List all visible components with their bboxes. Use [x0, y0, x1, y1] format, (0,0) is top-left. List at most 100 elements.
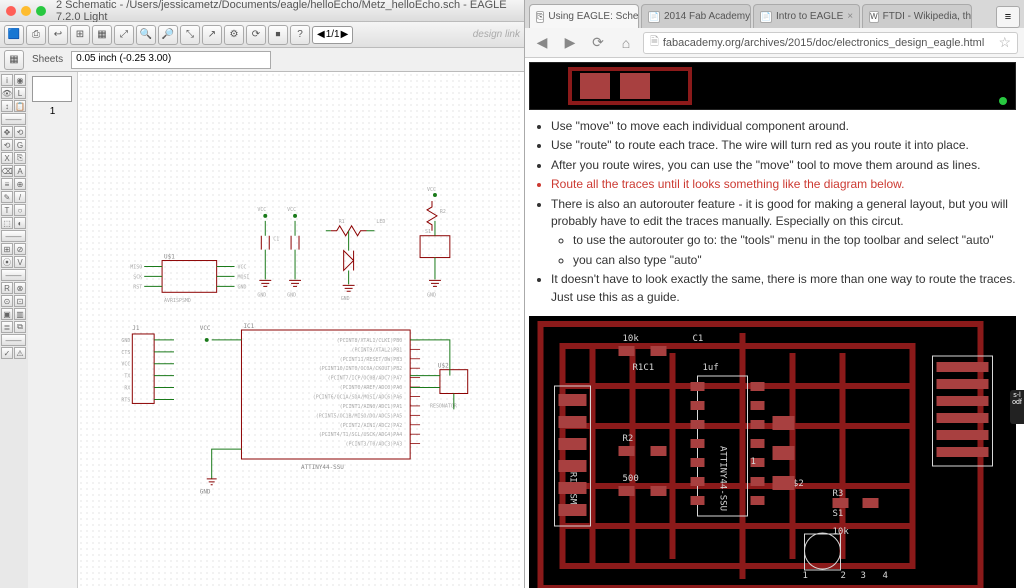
toolbar-button[interactable]: ⊞: [70, 25, 90, 45]
svg-text:RESONATOR: RESONATOR: [430, 403, 457, 409]
tool-button[interactable]: ◐: [14, 217, 26, 229]
tool-button[interactable]: ○: [14, 204, 26, 216]
bookmark-star-icon[interactable]: ☆: [998, 34, 1011, 51]
close-tab-icon[interactable]: ×: [847, 11, 853, 22]
svg-text:CTS: CTS: [121, 350, 130, 356]
tool-button[interactable]: ⚠: [14, 347, 26, 359]
tool-button[interactable]: ▥: [14, 308, 26, 320]
tool-button[interactable]: V: [14, 256, 26, 268]
tool-button[interactable]: ⊗: [14, 282, 26, 294]
favicon: W: [869, 11, 879, 23]
tool-button[interactable]: G: [14, 139, 26, 151]
svg-text:R1: R1: [339, 219, 345, 225]
tool-button[interactable]: ⊘: [14, 243, 26, 255]
tool-button[interactable]: ⦿: [1, 256, 13, 268]
instruction-item: Route all the traces until it looks some…: [551, 176, 1016, 193]
eagle-titlebar: 2 Schematic - /Users/jessicametz/Documen…: [0, 0, 524, 22]
svg-text:(PCINT7/ICP/OC0B/ADC7)PA7: (PCINT7/ICP/OC0B/ADC7)PA7: [328, 376, 403, 382]
url-field[interactable]: 🗎fabacademy.org/archives/2015/doc/electr…: [643, 32, 1018, 54]
eagle-window: 2 Schematic - /Users/jessicametz/Documen…: [0, 0, 524, 588]
svg-text:500: 500: [623, 474, 639, 484]
tool-button[interactable]: A: [14, 165, 26, 177]
tool-button[interactable]: ⊙: [1, 295, 13, 307]
toolbar-button[interactable]: ⟳: [246, 25, 266, 45]
instruction-item: It doesn't have to look exactly the same…: [551, 271, 1016, 306]
svg-text:(PCINT6/OC1A/SDA/MOSI/ADC6)PA6: (PCINT6/OC1A/SDA/MOSI/ADC6)PA6: [313, 394, 402, 400]
tool-button[interactable]: L: [14, 87, 26, 99]
tool-button[interactable]: ——: [1, 269, 26, 281]
tool-button[interactable]: ≣: [1, 321, 13, 333]
toolbar-button[interactable]: 🔎: [158, 25, 178, 45]
tool-button[interactable]: ⧉: [14, 321, 26, 333]
svg-text:(PCINT1/AIN0/ADC1)PA1: (PCINT1/AIN0/ADC1)PA1: [340, 404, 403, 410]
toolbar-button[interactable]: 🔍: [136, 25, 156, 45]
toolbar-button[interactable]: ▦: [92, 25, 112, 45]
toolbar-button[interactable]: ↗: [202, 25, 222, 45]
tool-button[interactable]: ◉: [14, 74, 26, 86]
toolbar-button[interactable]: 🟦: [4, 25, 24, 45]
toolbar-button[interactable]: ?: [290, 25, 310, 45]
sheet-panel: 1: [28, 72, 78, 588]
browser-tab[interactable]: ⎘Using EAGLE: Schematic×: [529, 4, 639, 28]
tool-button[interactable]: /: [14, 191, 26, 203]
tool-button[interactable]: ——: [1, 230, 26, 242]
tool-button[interactable]: T: [1, 204, 13, 216]
favicon: 📄: [760, 11, 772, 23]
sheet-thumbnail[interactable]: [32, 76, 72, 102]
tool-button[interactable]: ⊕: [14, 178, 26, 190]
tool-button[interactable]: ⟲: [14, 126, 26, 138]
svg-text:(PCINT8/XTAL1/CLKI)PB0: (PCINT8/XTAL1/CLKI)PB0: [337, 338, 403, 344]
svg-text:GND: GND: [121, 338, 130, 344]
browser-tab[interactable]: 📄2014 Fab Academy×: [641, 4, 751, 28]
tool-button[interactable]: ⌫: [1, 165, 13, 177]
toolbar-button[interactable]: ↩: [48, 25, 68, 45]
browser-tab[interactable]: 📄Intro to EAGLE×: [753, 4, 860, 28]
tool-button[interactable]: ——: [1, 113, 26, 125]
svg-text:S1: S1: [425, 229, 431, 235]
grid-toggle-button[interactable]: ▦: [4, 50, 24, 70]
svg-text:VCC: VCC: [287, 207, 296, 213]
toolbar-button[interactable]: ⤡: [180, 25, 200, 45]
traffic-lights[interactable]: [6, 6, 46, 16]
browser-tab[interactable]: WFTDI - Wikipedia, the×: [862, 4, 972, 28]
page-content[interactable]: Use "move" to move each individual compo…: [525, 58, 1024, 588]
tool-button[interactable]: X: [1, 152, 13, 164]
tool-button[interactable]: 📋: [14, 100, 26, 112]
tool-button[interactable]: ⟲: [1, 139, 13, 151]
tool-button[interactable]: ⊞: [1, 243, 13, 255]
svg-text:4: 4: [883, 571, 888, 581]
svg-text:VCC: VCC: [121, 362, 130, 368]
tool-button[interactable]: ✓: [1, 347, 13, 359]
tool-button[interactable]: ✎: [1, 191, 13, 203]
toolbar-button[interactable]: ⚙: [224, 25, 244, 45]
tab-label: 2014 Fab Academy: [664, 11, 750, 22]
instruction-item: Use "route" to route each trace. The wir…: [551, 137, 1016, 154]
home-button[interactable]: ⌂: [615, 32, 637, 54]
tool-button[interactable]: ⊡: [14, 295, 26, 307]
svg-text:TX: TX: [124, 374, 130, 380]
back-button[interactable]: ◀: [531, 32, 553, 54]
tool-button[interactable]: R: [1, 282, 13, 294]
eagle-info-toolbar: ▦ Sheets 0.05 inch (-0.25 3.00): [0, 48, 524, 72]
tool-button[interactable]: ≡: [1, 178, 13, 190]
svg-text:VCC: VCC: [257, 207, 266, 213]
tool-button[interactable]: ⬚: [1, 217, 13, 229]
tool-button[interactable]: ↕: [1, 100, 13, 112]
tool-button[interactable]: ▣: [1, 308, 13, 320]
tool-button[interactable]: ——: [1, 334, 26, 346]
sheet-pager[interactable]: ◀ 1/1 ▶: [312, 26, 353, 44]
toolbar-button[interactable]: ⎙: [26, 25, 46, 45]
instruction-list: Use "move" to move each individual compo…: [529, 118, 1016, 306]
tool-button[interactable]: i: [1, 74, 13, 86]
designlink-label[interactable]: design link: [473, 29, 520, 40]
toolbar-button[interactable]: ⏹: [268, 25, 288, 45]
forward-button[interactable]: ▶: [559, 32, 581, 54]
tool-button[interactable]: ✥: [1, 126, 13, 138]
chrome-menu-button[interactable]: ≡: [996, 6, 1020, 28]
tab-label: Using EAGLE: Schematic: [548, 11, 639, 22]
tool-button[interactable]: 👁: [1, 87, 13, 99]
reload-button[interactable]: ⟳: [587, 32, 609, 54]
tool-button[interactable]: ⎘: [14, 152, 26, 164]
schematic-canvas[interactable]: IC1 ATTINY44-SSU (PCINT8/XTAL1/CLKI)PB0(…: [78, 72, 524, 588]
toolbar-button[interactable]: ⤢: [114, 25, 134, 45]
